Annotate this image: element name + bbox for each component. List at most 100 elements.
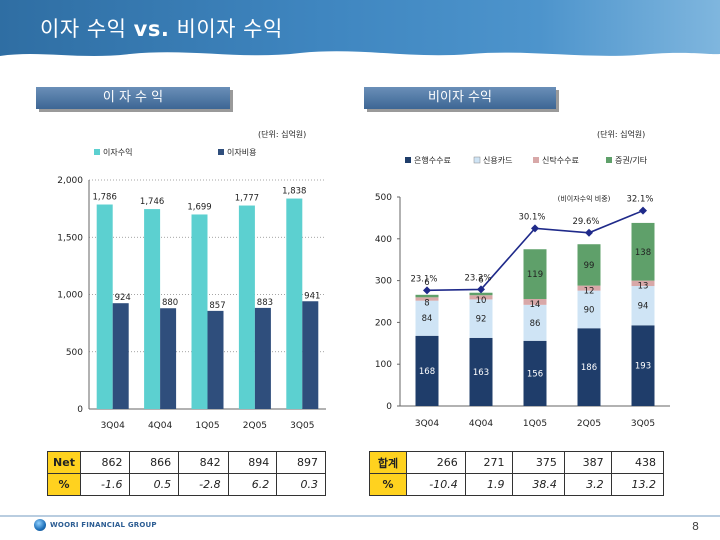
bar-bank-fees bbox=[469, 337, 493, 406]
bar-value-label: 193 bbox=[635, 362, 651, 372]
bar-interest-expense bbox=[254, 307, 271, 409]
legend-label: 이자수익 bbox=[103, 147, 132, 157]
table-row: % -1.6 0.5 -2.8 6.2 0.3 bbox=[47, 473, 326, 496]
x-tick-label: 3Q05 bbox=[290, 421, 314, 431]
ratio-point bbox=[477, 285, 485, 294]
interest-income-section-header: 이 자 수 익 bbox=[36, 87, 230, 109]
page-number: 8 bbox=[692, 520, 699, 533]
bar-value-label: 168 bbox=[419, 367, 435, 377]
legend-swatch bbox=[94, 149, 100, 155]
bar-bank-fees bbox=[415, 335, 439, 406]
bar-credit-card bbox=[523, 304, 547, 341]
bar-securities-other bbox=[577, 244, 601, 286]
bar-interest-expense bbox=[207, 310, 224, 409]
table-cell: 1.9 bbox=[464, 473, 513, 496]
y-tick-label: 400 bbox=[375, 235, 392, 245]
left-unit-label: (단위: 십억원) bbox=[258, 130, 307, 139]
bar-trust-fees bbox=[577, 285, 601, 291]
title-vs: vs. bbox=[133, 17, 170, 41]
title-rest: 비이자 수익 bbox=[176, 17, 283, 41]
bar-value-label: 1,786 bbox=[93, 193, 117, 203]
slide-header: 이자 수익 vs. 비이자 수익 bbox=[0, 0, 720, 62]
legend-swatch bbox=[473, 156, 481, 164]
x-tick-label: 1Q05 bbox=[195, 421, 219, 431]
table-cell: 438 bbox=[610, 451, 665, 474]
table-row-head: % bbox=[369, 473, 407, 496]
bar-value-label: 6 bbox=[424, 278, 429, 288]
bar-value-label: 924 bbox=[115, 293, 131, 303]
y-tick-label: 1,500 bbox=[57, 233, 83, 243]
bar-value-label: 6 bbox=[478, 276, 483, 286]
bar-interest-expense bbox=[302, 301, 319, 409]
ratio-point bbox=[423, 286, 431, 295]
ratio-label: 30.1% bbox=[518, 212, 545, 222]
bar-value-label: 90 bbox=[584, 305, 595, 315]
bar-value-label: 99 bbox=[584, 261, 595, 271]
legend-label: 증권/기타 bbox=[615, 155, 648, 165]
x-tick-label: 4Q04 bbox=[148, 421, 173, 431]
bar-value-label: 10 bbox=[476, 296, 487, 306]
title-main: 이자 수익 bbox=[40, 17, 127, 41]
bar-value-label: 941 bbox=[304, 291, 320, 301]
bar-trust-fees bbox=[523, 298, 547, 305]
bar-trust-fees bbox=[631, 280, 655, 287]
legend-swatch bbox=[533, 157, 539, 163]
bar-credit-card bbox=[469, 299, 493, 338]
table-cell: 271 bbox=[464, 451, 513, 474]
bar-value-label: 86 bbox=[530, 319, 541, 329]
bar-value-label: 119 bbox=[527, 270, 543, 280]
table-cell: 387 bbox=[563, 451, 612, 474]
bar-value-label: 8 bbox=[424, 298, 429, 308]
x-tick-label: 2Q05 bbox=[577, 419, 601, 429]
legend-swatch bbox=[606, 157, 612, 163]
bar-credit-card bbox=[415, 300, 439, 336]
bar-value-label: 883 bbox=[257, 298, 273, 308]
table-cell: 375 bbox=[511, 451, 565, 474]
bar-interest-income bbox=[191, 214, 208, 409]
y-tick-label: 500 bbox=[375, 193, 392, 203]
table-cell: 3.2 bbox=[563, 473, 612, 496]
bar-interest-income bbox=[238, 205, 255, 409]
bar-securities-other bbox=[631, 222, 655, 281]
y-tick-label: 200 bbox=[375, 318, 392, 328]
bar-value-label: 880 bbox=[162, 298, 178, 308]
legend-label: 신탁수수료 bbox=[542, 155, 579, 165]
table-cell: 6.2 bbox=[227, 473, 278, 496]
bar-securities-other bbox=[469, 292, 493, 296]
bar-value-label: 92 bbox=[476, 315, 487, 325]
y-tick-label: 0 bbox=[386, 402, 392, 412]
bar-value-label: 1,777 bbox=[235, 194, 259, 204]
bar-value-label: 84 bbox=[422, 314, 433, 324]
legend-label: 신용카드 bbox=[483, 156, 512, 165]
bar-value-label: 163 bbox=[473, 368, 489, 378]
page-title: 이자 수익 vs. 비이자 수익 bbox=[40, 13, 283, 43]
x-tick-label: 3Q04 bbox=[415, 419, 440, 429]
footer-divider bbox=[0, 515, 720, 517]
bar-value-label: 13 bbox=[638, 282, 649, 292]
legend-label: 이자비용 bbox=[227, 147, 256, 157]
table-cell: 0.5 bbox=[129, 473, 180, 496]
bar-trust-fees bbox=[415, 297, 439, 301]
table-cell: 13.2 bbox=[610, 473, 665, 496]
y-tick-label: 2,000 bbox=[57, 176, 83, 186]
table-cell: 842 bbox=[178, 451, 229, 474]
y-tick-label: 0 bbox=[77, 405, 83, 415]
y-tick-label: 500 bbox=[66, 348, 83, 358]
bar-interest-income bbox=[144, 209, 161, 409]
noninterest-income-section-header: 비이자 수익 bbox=[364, 87, 556, 109]
legend-swatch bbox=[218, 149, 224, 155]
table-cell: 897 bbox=[276, 451, 326, 474]
bar-value-label: 12 bbox=[584, 287, 595, 297]
bar-securities-other bbox=[523, 249, 547, 299]
y-tick-label: 300 bbox=[375, 277, 392, 287]
table-cell: -10.4 bbox=[406, 473, 466, 496]
table-cell: 266 bbox=[406, 451, 466, 474]
ratio-point bbox=[639, 206, 647, 215]
bar-bank-fees bbox=[523, 340, 547, 406]
table-row: Net 862 866 842 894 897 bbox=[47, 451, 326, 474]
y-tick-label: 1,000 bbox=[57, 291, 83, 301]
ratio-point bbox=[585, 228, 593, 237]
bar-value-label: 186 bbox=[581, 363, 597, 373]
